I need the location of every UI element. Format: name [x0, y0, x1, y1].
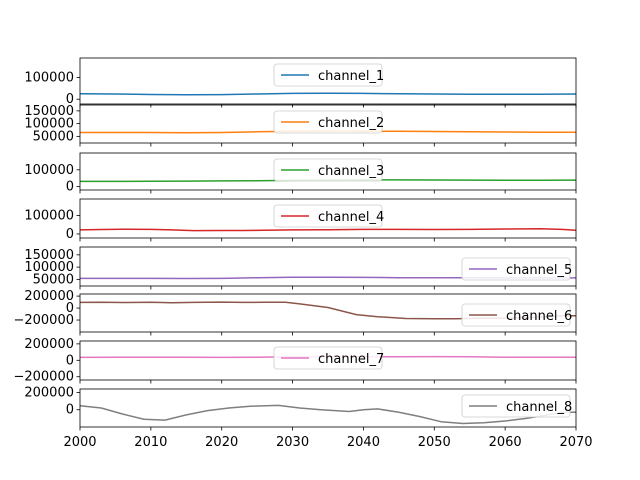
- legend-box: [273, 346, 383, 370]
- x-tick-label: 2020: [205, 435, 238, 450]
- x-tick-label: 2040: [347, 435, 380, 450]
- legend-label: channel_2: [318, 116, 384, 131]
- axes-frame: [79, 198, 577, 239]
- legend: channel_2: [273, 110, 384, 134]
- legend-box: [273, 204, 383, 228]
- x-tick-label: 2030: [276, 435, 309, 450]
- y-tick-label: 0: [66, 353, 74, 368]
- axes-frame: [79, 293, 577, 333]
- legend-label: channel_8: [506, 400, 572, 415]
- y-tick-label: 0: [66, 92, 74, 107]
- x-tick-label: 2060: [489, 435, 522, 450]
- legend-label: channel_4: [318, 210, 384, 225]
- y-tick-label: −200000: [13, 370, 74, 385]
- legend-label: channel_1: [318, 69, 384, 84]
- subplot-8: 0 200000 channel_8: [24, 385, 577, 431]
- legend-box: [273, 63, 383, 87]
- legend-box: [461, 303, 571, 327]
- y-tick-label: 100000: [24, 71, 74, 86]
- x-tick-label: 2070: [559, 435, 592, 450]
- series-line-channel_8: [80, 404, 576, 425]
- series-line-channel_1: [80, 92, 576, 96]
- legend: channel_5: [461, 257, 572, 281]
- legend-box: [461, 394, 571, 418]
- legend-label: channel_5: [506, 263, 572, 278]
- subplot-1: 0 100000 channel_1: [24, 57, 577, 108]
- legend: channel_6: [461, 303, 572, 327]
- y-tick-label: 0: [66, 403, 74, 418]
- y-tick-label: 200000: [24, 385, 74, 400]
- legend-label: channel_6: [506, 309, 572, 324]
- y-tick-label: 200000: [24, 337, 74, 352]
- y-tick-label: 100000: [24, 117, 74, 132]
- legend: channel_7: [273, 346, 384, 370]
- legend: channel_3: [273, 158, 384, 182]
- x-tick-label: 2000: [63, 435, 96, 450]
- y-tick-label: 50000: [33, 129, 74, 144]
- x-tick-label: 2050: [418, 435, 451, 450]
- y-tick-label: 100000: [24, 163, 74, 178]
- legend: channel_1: [273, 63, 384, 87]
- legend: channel_4: [273, 204, 384, 228]
- x-tick-label: 2010: [134, 435, 167, 450]
- y-tick-label: 50000: [33, 272, 74, 287]
- axes-frame: [79, 152, 577, 191]
- legend: channel_8: [461, 394, 572, 418]
- y-tick-label: 0: [66, 180, 74, 195]
- y-tick-label: 0: [66, 227, 74, 242]
- subplot-3: 0 100000 channel_3: [24, 152, 577, 195]
- subplot-4: 0 100000 channel_4: [24, 198, 577, 242]
- y-tick-label: 200000: [24, 289, 74, 304]
- y-tick-label: 100000: [24, 260, 74, 275]
- y-tick-label: 0: [66, 301, 74, 316]
- series-line-channel_4: [80, 228, 576, 232]
- legend-box: [273, 158, 383, 182]
- y-tick-label: 150000: [24, 104, 74, 119]
- axes-frame: [79, 57, 577, 105]
- y-tick-label: 100000: [24, 209, 74, 224]
- axes-frame: [79, 246, 577, 287]
- legend-label: channel_3: [318, 164, 384, 179]
- y-tick-label: 150000: [24, 248, 74, 263]
- legend-label: channel_7: [318, 352, 384, 367]
- y-tick-label: −200000: [13, 313, 74, 328]
- axes-frame: [79, 388, 577, 428]
- legend-box: [273, 110, 383, 134]
- legend-box: [461, 257, 571, 281]
